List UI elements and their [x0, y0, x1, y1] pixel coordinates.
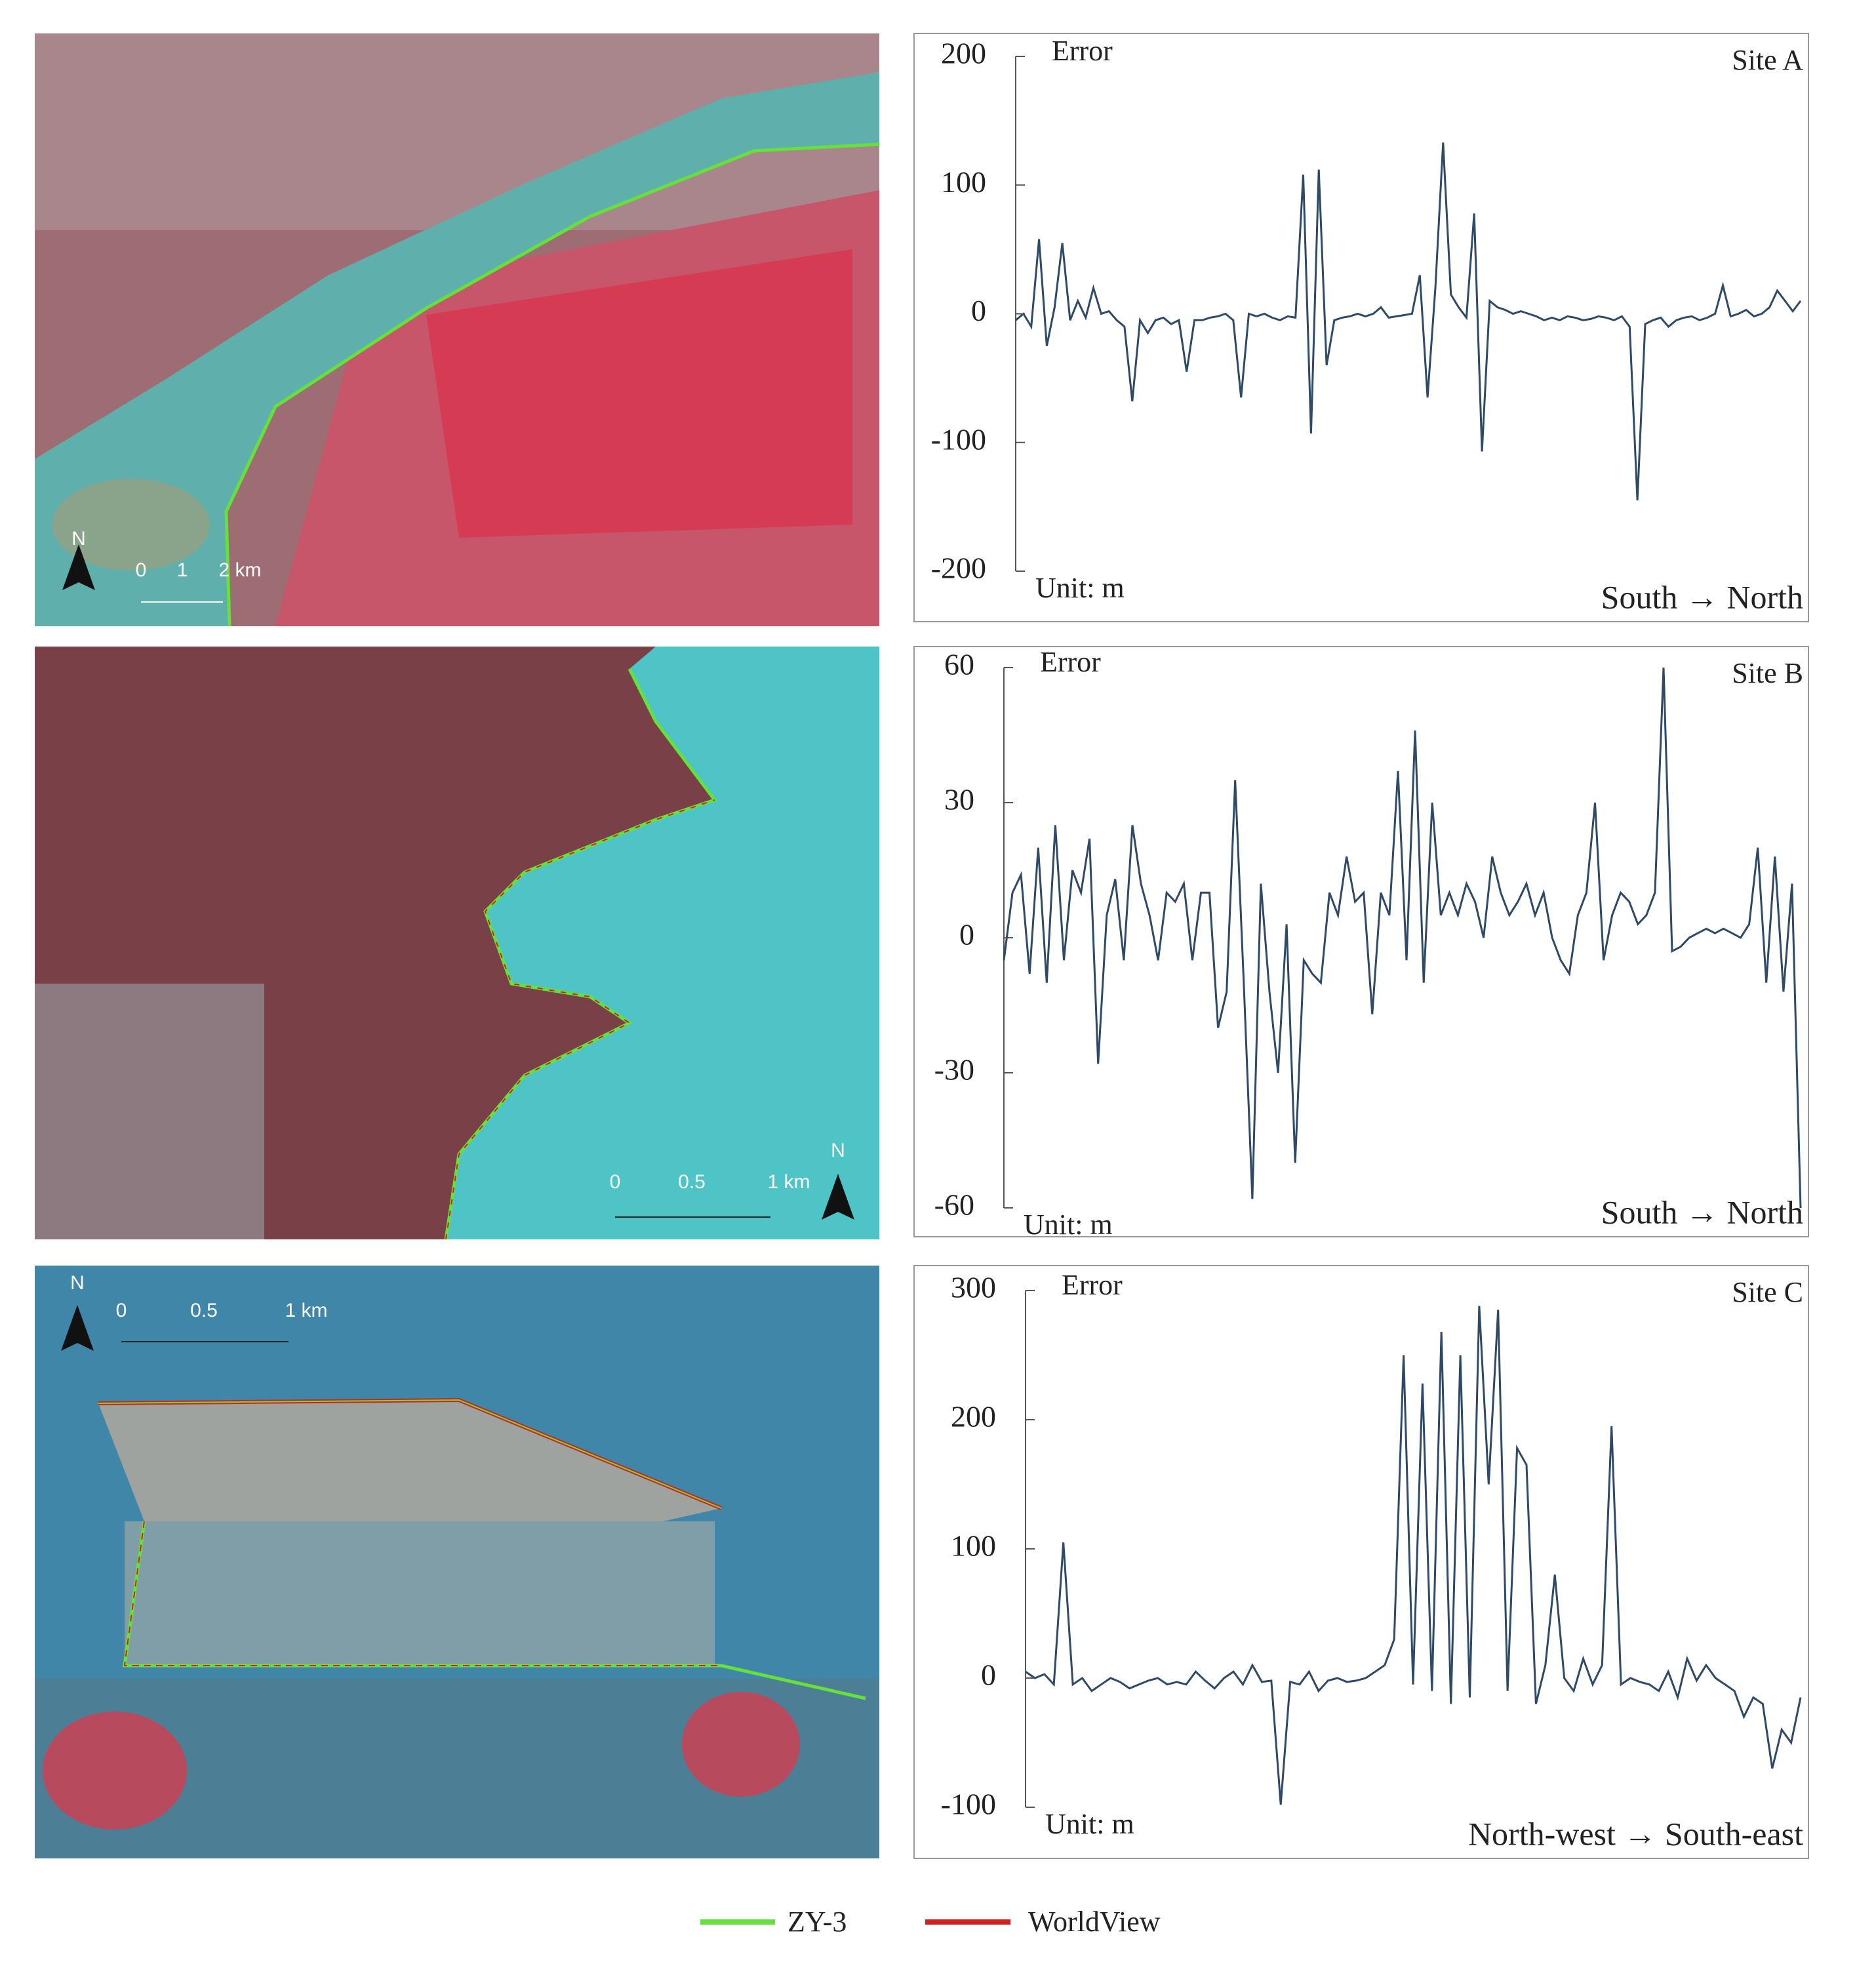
- y-tick-label: 0: [959, 918, 974, 951]
- scale-label: 0.5: [678, 1171, 706, 1193]
- scale-label: 0: [610, 1171, 621, 1193]
- scale-label: 2 km: [218, 559, 261, 581]
- north-label: N: [831, 1140, 845, 1161]
- north-label: N: [70, 1272, 85, 1294]
- scale-label: 1 km: [285, 1300, 327, 1321]
- unit-label: Unit: m: [1024, 1209, 1113, 1241]
- unit-label: Unit: m: [1045, 1808, 1134, 1840]
- y-tick-label: 0: [971, 294, 986, 327]
- scale-label: 1: [177, 559, 188, 581]
- y-axis-label: Error: [1062, 1269, 1123, 1301]
- site-label: Site A: [1732, 44, 1803, 76]
- y-tick-label: -60: [934, 1188, 974, 1222]
- y-tick-label: 0: [981, 1658, 996, 1692]
- site-label: Site B: [1732, 657, 1803, 689]
- site-label: Site C: [1732, 1276, 1803, 1308]
- x-axis-label: South → North: [1601, 578, 1803, 615]
- scale-label: 1 km: [767, 1171, 810, 1193]
- y-axis-label: Error: [1052, 35, 1113, 67]
- chart-frame: [913, 1265, 1809, 1859]
- y-tick-label: -200: [931, 551, 986, 585]
- y-tick-label: 100: [951, 1529, 996, 1563]
- y-axis-label: Error: [1040, 646, 1101, 678]
- error-line: [1025, 1306, 1802, 1805]
- y-tick-label: -100: [931, 422, 986, 456]
- y-tick-label: -30: [934, 1053, 974, 1087]
- y-tick-label: 200: [941, 37, 986, 70]
- legend-label: WorldView: [1028, 1906, 1161, 1938]
- map-site-a: [35, 33, 880, 627]
- north-label: N: [71, 528, 86, 550]
- legend-label: ZY-3: [788, 1906, 847, 1938]
- y-tick-label: 200: [951, 1400, 996, 1433]
- y-tick-label: 300: [951, 1271, 996, 1304]
- y-tick-label: 30: [944, 783, 974, 816]
- map-site-c: [35, 1266, 879, 1858]
- y-tick-label: -100: [941, 1788, 996, 1821]
- y-tick-label: 100: [941, 165, 986, 199]
- y-tick-label: 60: [944, 648, 974, 681]
- error-line: [1003, 667, 1802, 1209]
- scale-label: 0: [116, 1300, 127, 1321]
- scale-label: 0: [136, 559, 147, 581]
- error-line: [1015, 142, 1802, 501]
- x-axis-label: North-west → South-east: [1468, 1815, 1803, 1852]
- unit-label: Unit: m: [1035, 572, 1125, 604]
- map-site-b: [35, 647, 879, 1240]
- scale-label: 0.5: [190, 1300, 218, 1321]
- chart-frame: [913, 33, 1809, 622]
- x-axis-label: South → North: [1601, 1193, 1803, 1230]
